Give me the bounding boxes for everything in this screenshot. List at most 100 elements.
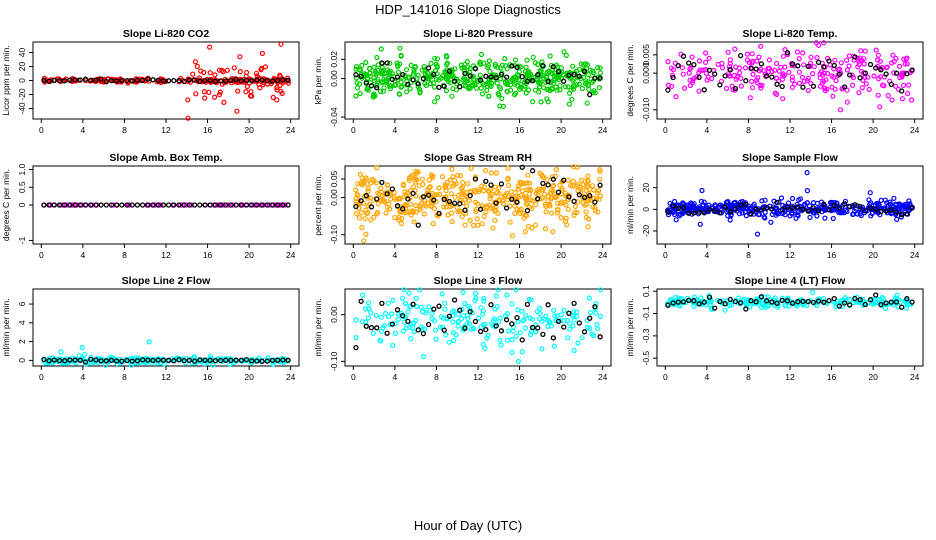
overlay-point — [103, 202, 109, 208]
data-point — [704, 77, 710, 83]
panel-title: Slope Sample Flow — [742, 152, 839, 164]
data-point — [76, 353, 82, 359]
data-point — [762, 209, 768, 215]
panel-4: Slope Gas Stream RH percent per min. -0.10… — [313, 152, 612, 260]
data-point — [380, 325, 386, 331]
data-point — [523, 312, 529, 319]
data-point — [557, 83, 563, 89]
x-tick-label: 20 — [244, 250, 254, 260]
data-point — [253, 70, 259, 76]
overlay-point — [384, 330, 390, 336]
data-point — [454, 205, 460, 211]
data-point — [451, 337, 457, 344]
overlay-point — [467, 192, 473, 199]
data-point — [558, 312, 564, 318]
data-point — [357, 81, 363, 87]
data-point — [444, 60, 450, 66]
data-point — [362, 306, 369, 312]
overlay-point — [62, 202, 68, 208]
data-point — [843, 207, 849, 213]
data-point — [207, 44, 213, 50]
data-point — [901, 70, 907, 76]
data-point — [477, 72, 483, 78]
overlay-point — [686, 210, 692, 216]
y-tick-label: -0.5 — [641, 351, 651, 366]
x-tick-label: 16 — [515, 250, 525, 260]
data-point — [259, 50, 265, 57]
data-point — [441, 204, 447, 210]
y-tick-label: -0.1 — [641, 306, 651, 321]
data-point — [546, 318, 552, 324]
data-point — [846, 296, 853, 303]
data-point — [844, 99, 851, 105]
data-point — [364, 86, 370, 92]
overlay-point — [779, 83, 785, 90]
x-tick-label: 4 — [81, 250, 86, 260]
data-point — [457, 197, 463, 203]
data-point — [460, 289, 466, 295]
data-point — [548, 196, 554, 202]
data-point — [470, 222, 477, 228]
data-point — [371, 92, 377, 98]
data-point — [756, 211, 763, 218]
data-point — [546, 70, 552, 76]
data-point — [359, 224, 365, 231]
overlay-point — [519, 73, 525, 80]
data-point — [509, 301, 515, 307]
overlay-point — [275, 77, 281, 84]
y-tick-label: 0.1 — [641, 285, 651, 297]
data-point — [688, 65, 694, 71]
data-point — [862, 48, 868, 54]
data-point — [746, 60, 753, 66]
data-point — [558, 215, 564, 221]
data-point — [472, 297, 478, 303]
x-tick-label: 12 — [785, 250, 795, 260]
overlay-point — [207, 77, 213, 84]
data-point — [797, 196, 804, 202]
overlay-point — [789, 205, 796, 211]
overlay-point — [493, 75, 499, 81]
overlay-point — [847, 72, 853, 78]
x-tick-label: 0 — [39, 250, 44, 260]
panel-3: Slope Amb. Box Temp. degrees C per min. -1… — [1, 152, 300, 260]
overlay-point — [831, 62, 837, 69]
x-tick-label: 12 — [161, 250, 171, 260]
data-point — [727, 299, 733, 305]
overlay-point — [129, 358, 135, 364]
data-point — [515, 183, 521, 190]
data-point — [455, 311, 461, 317]
y-tick-label: -0.04 — [329, 107, 339, 127]
overlay-point — [800, 298, 806, 305]
data-point — [433, 336, 439, 342]
overlay-point — [743, 306, 749, 312]
data-point — [385, 300, 391, 306]
data-point — [782, 64, 788, 70]
overlay-point — [46, 358, 52, 364]
overlay-point — [160, 357, 167, 363]
data-point — [436, 185, 442, 191]
data-point — [279, 90, 285, 97]
data-point — [529, 316, 536, 322]
data-point — [525, 172, 531, 178]
x-tick-label: 24 — [910, 250, 920, 260]
data-point — [448, 191, 454, 197]
x-tick-label: 4 — [393, 372, 398, 382]
overlay-point — [451, 200, 458, 206]
x-tick-label: 20 — [556, 250, 566, 260]
data-point — [597, 287, 604, 293]
overlay-point — [363, 80, 369, 86]
data-point — [593, 310, 599, 316]
overlay-point — [686, 60, 692, 66]
data-point — [434, 56, 441, 62]
data-point — [383, 210, 389, 216]
data-point — [429, 174, 436, 181]
data-point — [470, 73, 476, 79]
data-point — [73, 360, 79, 366]
data-point — [384, 204, 390, 210]
data-point — [399, 295, 405, 301]
data-point — [403, 67, 410, 73]
data-point — [736, 65, 743, 71]
data-point — [486, 58, 492, 64]
overlay-point — [503, 317, 510, 323]
x-tick-label: 8 — [434, 372, 439, 382]
